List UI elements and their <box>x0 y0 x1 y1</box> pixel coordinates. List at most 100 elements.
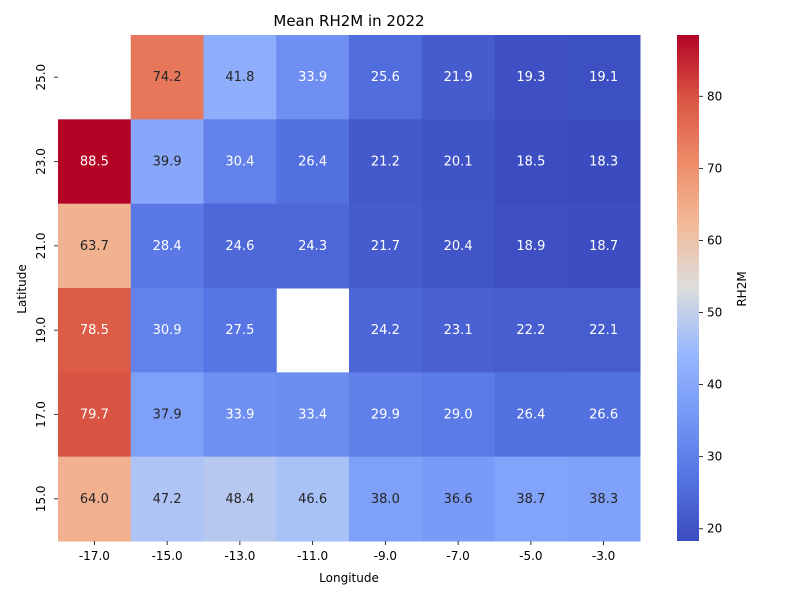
heatmap-cell <box>130 119 204 205</box>
cell-value-label: 41.8 <box>225 70 254 85</box>
heatmap-cell <box>58 288 132 373</box>
cell-value-label: 26.4 <box>516 408 545 423</box>
heatmap-cell <box>349 119 423 205</box>
heatmap-cell <box>567 203 641 289</box>
cell-value-label: 19.1 <box>589 70 618 85</box>
heatmap-cell <box>58 119 132 205</box>
cell-value-label: 18.3 <box>589 155 618 170</box>
heatmap-cell <box>58 203 132 289</box>
colorbar-tick-label: 40 <box>707 378 722 392</box>
cell-value-label: 24.3 <box>298 239 327 254</box>
heatmap-cells: 74.2 41.8 33.9 25.6 21.9 19.3 19.1 88.5 39.9 30.4… <box>58 35 641 542</box>
cell-value-label: 46.6 <box>298 492 327 507</box>
cell-value-label: 26.6 <box>589 408 618 423</box>
cell-value-label: 37.9 <box>153 408 182 423</box>
heatmap-cell <box>567 456 641 542</box>
cell-value-label: 29.9 <box>371 408 400 423</box>
cell-value-label: 25.6 <box>371 70 400 85</box>
cell-value-label: 38.0 <box>371 492 400 507</box>
cell-value-label: 74.2 <box>153 70 182 85</box>
heatmap-cell <box>494 119 568 205</box>
y-tick-label: 15.0 <box>34 485 48 512</box>
cell-value-label: 38.3 <box>589 492 618 507</box>
heatmap-cell <box>276 35 350 120</box>
cell-value-label: 36.6 <box>444 492 473 507</box>
heatmap-cell <box>130 35 204 120</box>
heatmap-cell <box>494 35 568 120</box>
heatmap-cell <box>130 456 204 542</box>
heatmap-cell <box>349 35 423 120</box>
cell-value-label: 24.2 <box>371 323 400 338</box>
x-tick-label: -7.0 <box>446 549 469 563</box>
cell-value-label: 48.4 <box>225 492 254 507</box>
heatmap-cell <box>494 372 568 458</box>
heatmap-cell <box>421 456 495 542</box>
cell-value-label: 79.7 <box>80 408 109 423</box>
colorbar-tick-label: 80 <box>707 89 722 103</box>
cell-value-label: 20.1 <box>444 155 473 170</box>
heatmap-cell <box>349 372 423 458</box>
heatmap-cell <box>58 372 132 458</box>
cell-value-label: 28.4 <box>153 239 182 254</box>
heatmap-cell <box>567 119 641 205</box>
heatmap-cell <box>58 456 132 542</box>
heatmap-cell <box>203 372 277 458</box>
y-tick-label: 25.0 <box>34 64 48 91</box>
heatmap-cell <box>276 119 350 205</box>
x-axis-label: Longitude <box>319 571 379 585</box>
heatmap-cell <box>567 288 641 373</box>
heatmap-cell <box>203 35 277 120</box>
colorbar-ticks: 20 30 40 50 60 70 80 <box>699 89 722 536</box>
x-axis-ticks: -17.0 -15.0 -13.0 -11.0 -9.0 -7.0 -5.0 -3.0 <box>79 541 615 563</box>
y-axis-label: Latitude <box>15 264 29 313</box>
colorbar: 20 30 40 50 60 70 80 RH2M <box>677 35 749 541</box>
heatmap-cell <box>349 456 423 542</box>
cell-value-label: 78.5 <box>80 323 109 338</box>
x-tick-label: -17.0 <box>79 549 110 563</box>
heatmap-cell <box>494 203 568 289</box>
cell-value-label: 63.7 <box>80 239 109 254</box>
cell-value-label: 21.9 <box>444 70 473 85</box>
heatmap-cell <box>421 35 495 120</box>
heatmap-cell <box>203 288 277 373</box>
x-tick-label: -13.0 <box>224 549 255 563</box>
cell-value-label: 33.9 <box>225 408 254 423</box>
heatmap-cell <box>349 288 423 373</box>
heatmap-cell <box>130 372 204 458</box>
heatmap-cell <box>130 203 204 289</box>
heatmap-cell <box>203 456 277 542</box>
y-tick-label: 23.0 <box>34 148 48 175</box>
y-tick-label: 21.0 <box>34 232 48 259</box>
cell-value-label: 22.2 <box>516 323 545 338</box>
chart-title: Mean RH2M in 2022 <box>273 12 424 30</box>
heatmap-cell <box>203 203 277 289</box>
cell-value-label: 18.7 <box>589 239 618 254</box>
cell-value-label: 18.9 <box>516 239 545 254</box>
cell-value-label: 29.0 <box>444 408 473 423</box>
cell-value-label: 24.6 <box>225 239 254 254</box>
cell-value-label: 20.4 <box>444 239 473 254</box>
heatmap-cell <box>276 456 350 542</box>
colorbar-tick-label: 50 <box>707 306 722 320</box>
heatmap-cell <box>421 203 495 289</box>
cell-value-label: 38.7 <box>516 492 545 507</box>
cell-value-label: 22.1 <box>589 323 618 338</box>
heatmap-cell <box>567 372 641 458</box>
heatmap-cell <box>349 203 423 289</box>
cell-value-label: 30.9 <box>153 323 182 338</box>
cell-value-label: 23.1 <box>444 323 473 338</box>
heatmap-cell <box>421 288 495 373</box>
heatmap-cell <box>567 35 641 120</box>
cell-value-label: 21.2 <box>371 155 400 170</box>
cell-value-label: 27.5 <box>225 323 254 338</box>
cell-value-label: 30.4 <box>225 155 254 170</box>
cell-value-label: 47.2 <box>153 492 182 507</box>
x-tick-label: -11.0 <box>297 549 328 563</box>
heatmap-cell <box>130 288 204 373</box>
cell-value-label: 26.4 <box>298 155 327 170</box>
colorbar-tick-label: 60 <box>707 233 722 247</box>
heatmap-cell <box>276 372 350 458</box>
heatmap-cell <box>276 203 350 289</box>
y-tick-label: 17.0 <box>34 401 48 428</box>
